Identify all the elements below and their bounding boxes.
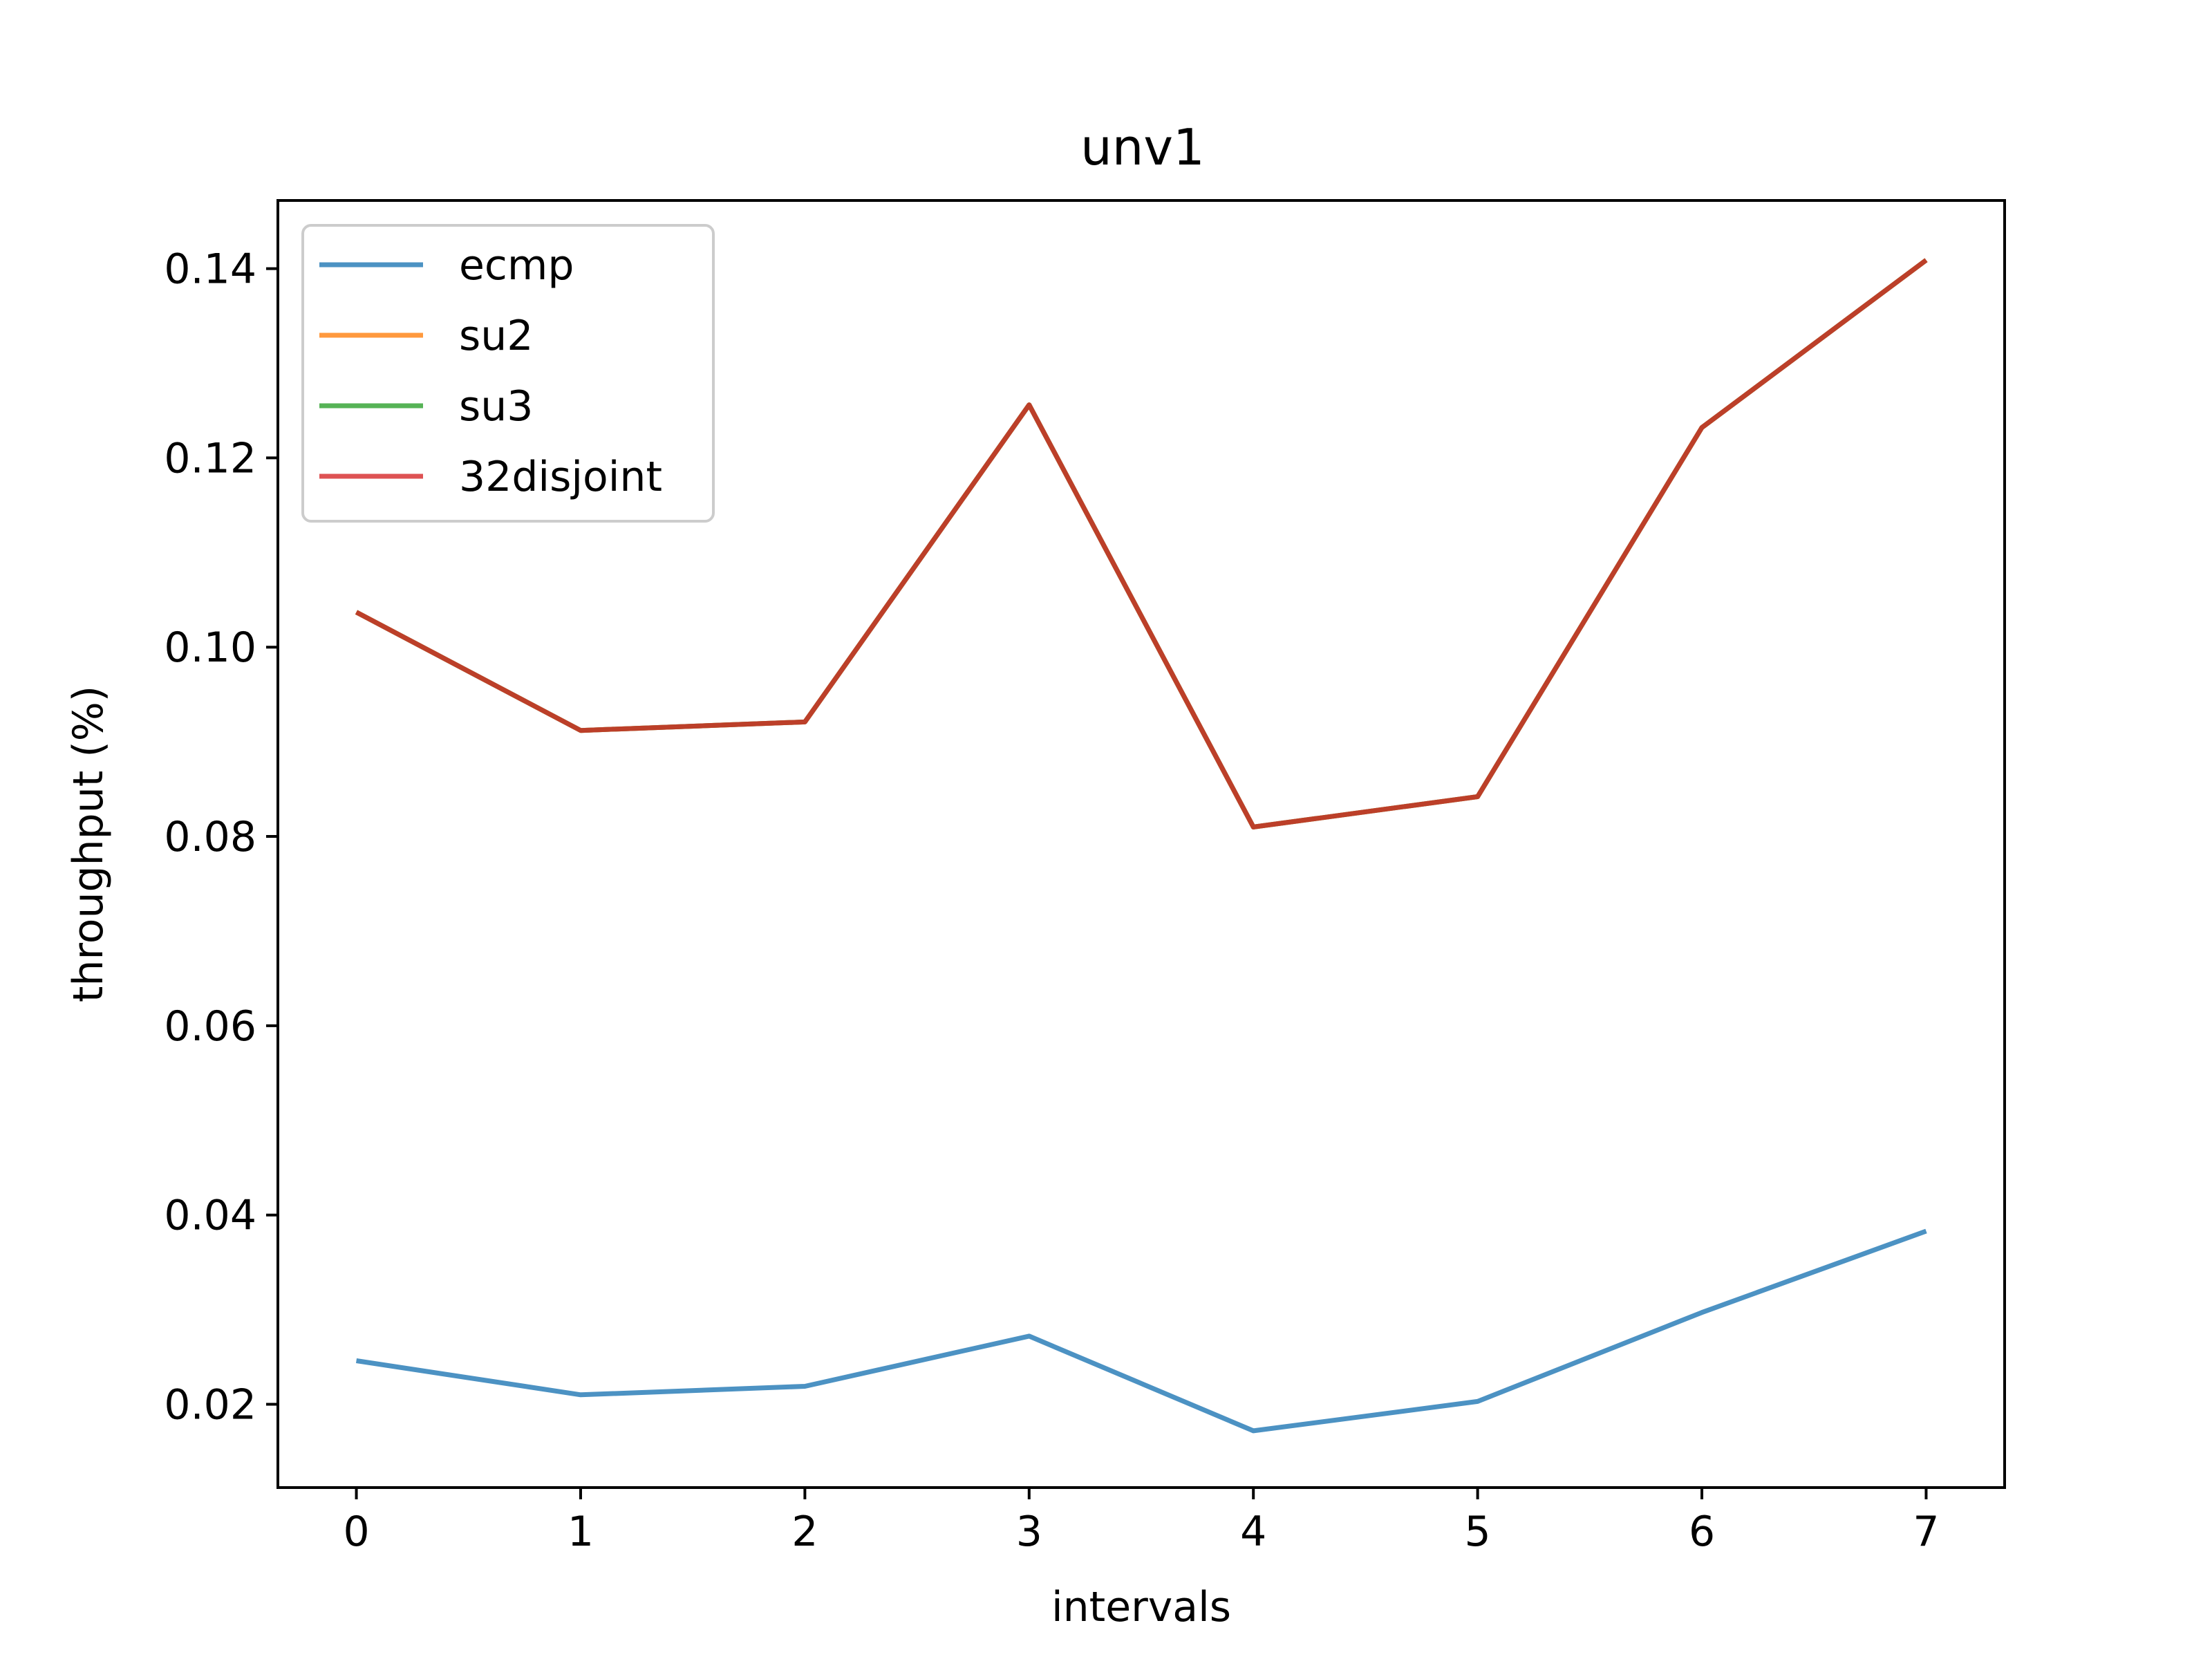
y-tick-label: 0.02 <box>164 1381 256 1430</box>
x-tick-label: 5 <box>1465 1508 1491 1556</box>
y-tick-label: 0.04 <box>164 1192 256 1240</box>
legend: ecmp su2 su3 32disjoint <box>301 224 715 523</box>
y-tick-label: 0.12 <box>164 434 256 482</box>
series-layer <box>355 258 1928 1434</box>
series-line-ecmp <box>355 1228 1927 1434</box>
legend-label-su3: su3 <box>459 382 533 431</box>
y-tick-label: 0.08 <box>164 813 256 861</box>
chart-title: unv1 <box>1080 118 1205 176</box>
series-line-32disjoint <box>355 258 1928 830</box>
x-tick-label: 3 <box>1016 1508 1042 1556</box>
x-axis-label: intervals <box>1051 1583 1231 1631</box>
x-axis: 0 1 2 3 4 5 6 7 <box>343 1488 1940 1556</box>
legend-label-su2: su2 <box>459 312 533 360</box>
y-axis: 0.02 0.04 0.06 0.08 0.10 0.12 0.14 <box>164 245 278 1430</box>
y-tick-label: 0.10 <box>164 624 256 672</box>
plot-frame <box>276 199 2006 1489</box>
legend-frame <box>301 224 715 523</box>
y-tick-label: 0.14 <box>164 245 256 294</box>
x-tick-label: 2 <box>791 1508 818 1556</box>
x-tick-label: 1 <box>568 1508 594 1556</box>
legend-label-ecmp: ecmp <box>459 241 574 290</box>
x-tick-label: 6 <box>1689 1508 1715 1556</box>
x-tick-label: 4 <box>1240 1508 1266 1556</box>
y-axis-label: throughput (%) <box>64 686 113 1002</box>
x-tick-label: 7 <box>1913 1508 1939 1556</box>
x-tick-label: 0 <box>343 1508 369 1556</box>
y-tick-label: 0.06 <box>164 1002 256 1051</box>
legend-label-32disjoint: 32disjoint <box>459 453 662 501</box>
